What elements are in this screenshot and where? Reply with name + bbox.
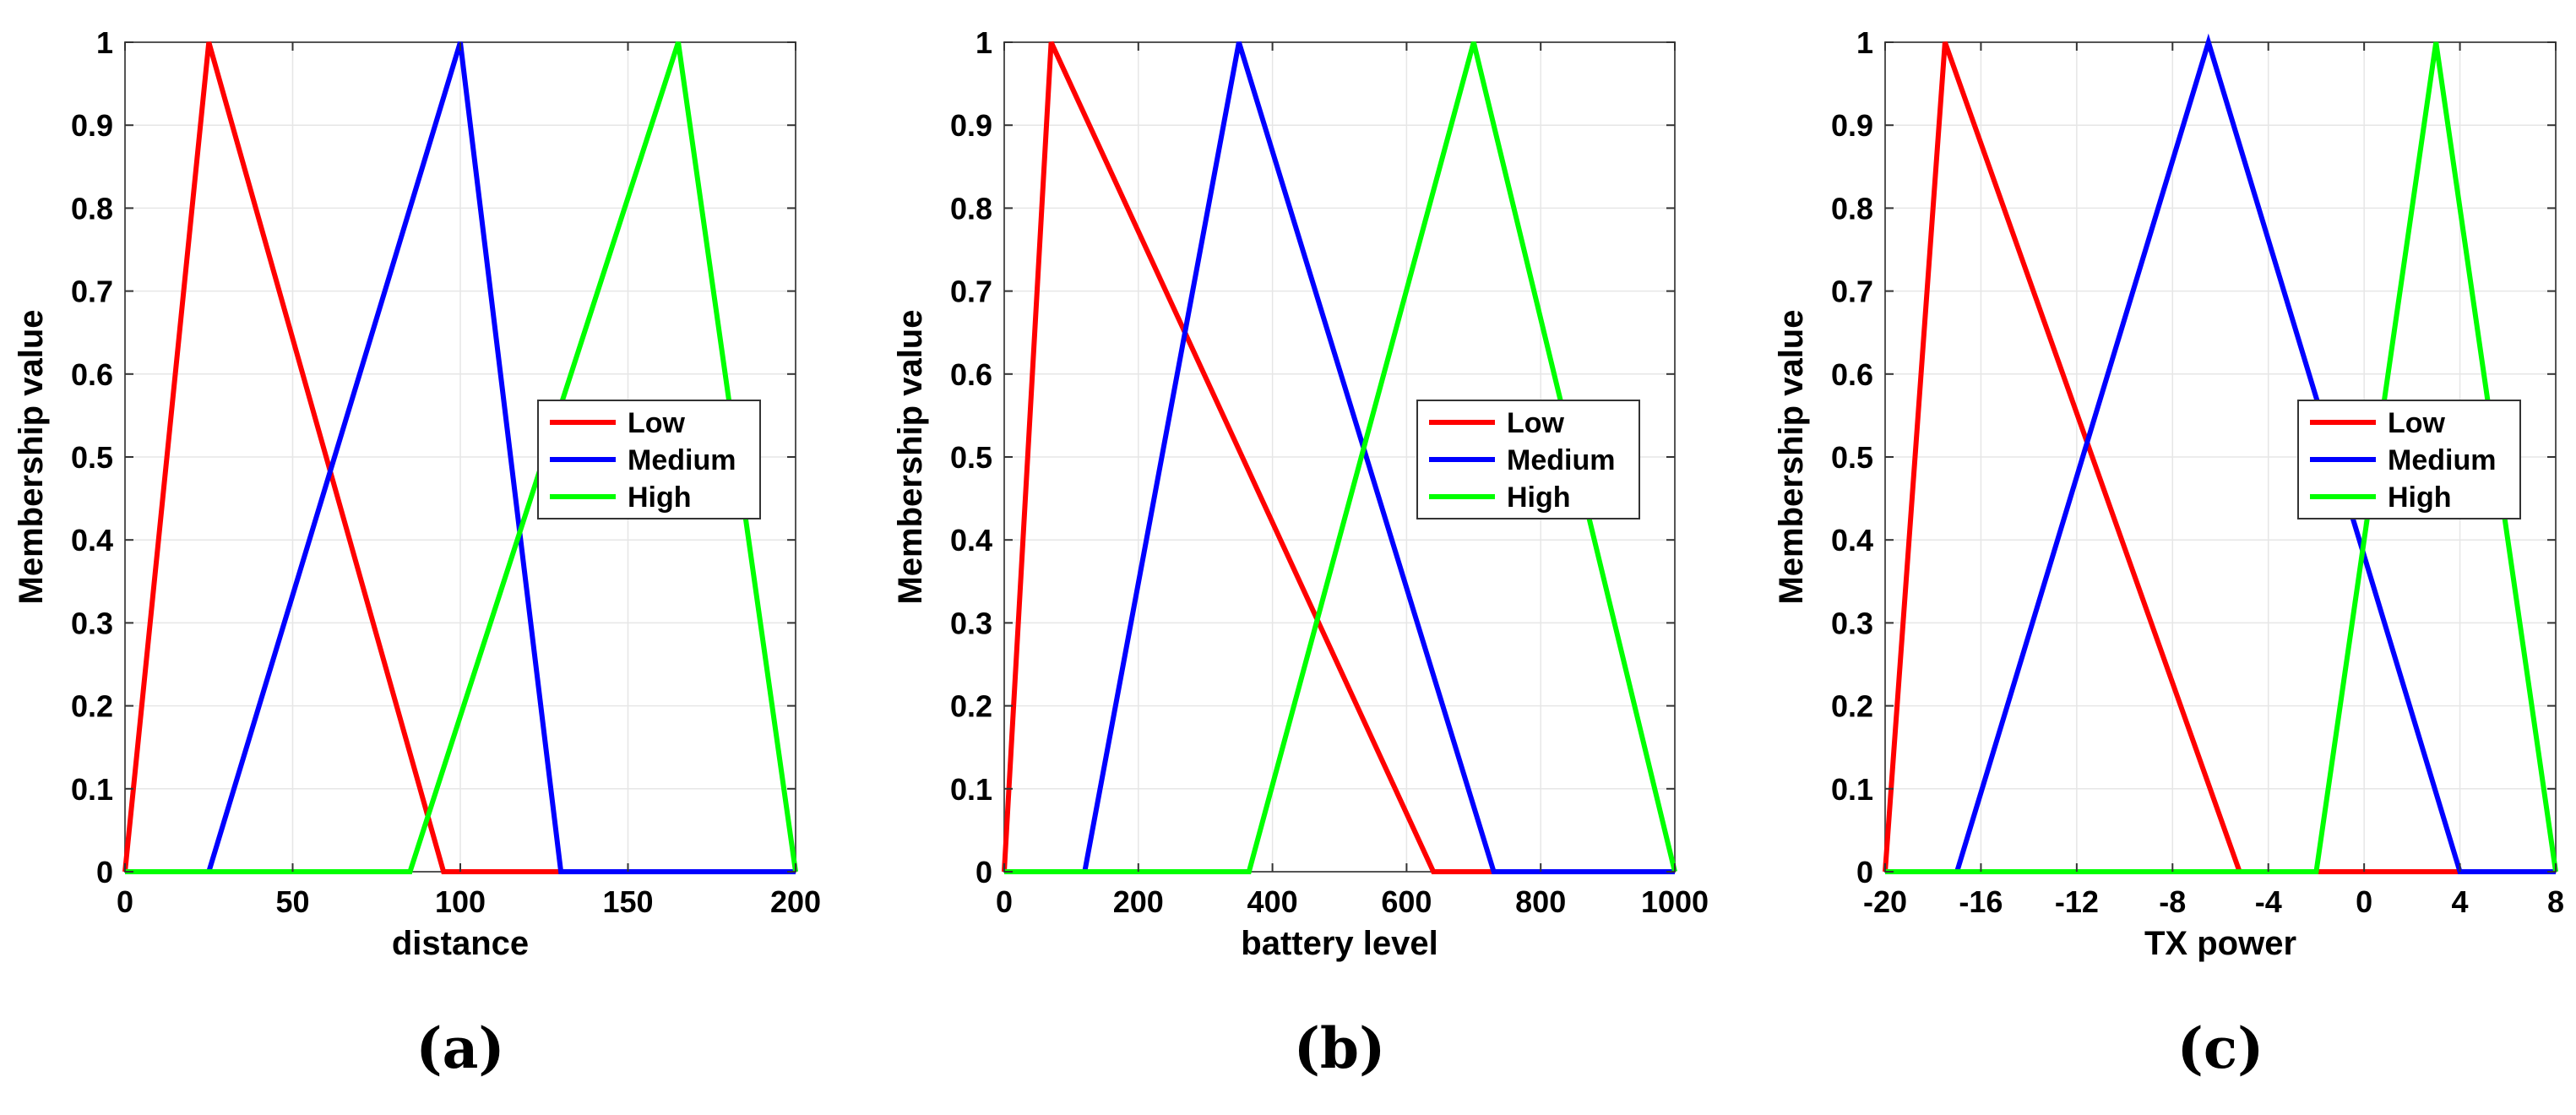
legend-label: High	[1507, 481, 1571, 514]
x-tick-label: -12	[2055, 884, 2099, 919]
x-tick-label: 50	[275, 884, 309, 919]
panel-caption: (a)	[416, 1015, 504, 1081]
y-tick-label: 0.5	[71, 440, 113, 475]
y-tick-label: 0.7	[71, 275, 113, 309]
panel-caption: (c)	[2177, 1015, 2264, 1081]
y-axis-label: Membership value	[1773, 309, 1810, 604]
x-tick-labels: -20 -16 -12 -8 -4 0 4 8	[1863, 884, 2564, 919]
y-tick-label: 0.8	[950, 191, 992, 226]
y-tick-label: 0	[1856, 855, 1873, 889]
x-tick-label: -8	[2159, 884, 2186, 919]
y-tick-label: 0.9	[71, 108, 113, 143]
x-tick-label: 4	[2452, 884, 2469, 919]
y-tick-label: 0.3	[71, 606, 113, 640]
y-tick-label: 0.3	[1831, 606, 1873, 640]
y-axis-label: Membership value	[13, 309, 50, 604]
y-tick-label: 0.4	[1831, 523, 1873, 558]
x-tick-labels: 0 50 100 150 200	[117, 884, 821, 919]
x-tick-label: 600	[1381, 884, 1432, 919]
tick-marks	[1884, 41, 2557, 873]
y-tick-label: 0.2	[1831, 689, 1873, 724]
x-tick-labels: 0 200 400 600 800 1000	[996, 884, 1709, 919]
x-tick-label: 8	[2547, 884, 2564, 919]
x-tick-label: -4	[2255, 884, 2282, 919]
legend: Low Medium High	[2297, 400, 2521, 519]
legend-label: Medium	[1507, 444, 1615, 476]
y-tick-label: 0.1	[71, 772, 113, 807]
x-tick-label: 0	[996, 884, 1013, 919]
panel-c: -20 -16 -12 -8 -4 0 4 8 00.10.20.30.40.50.60.70…	[1773, 25, 2564, 1081]
x-tick-label: 400	[1247, 884, 1298, 919]
y-tick-label: 0.7	[950, 275, 992, 309]
legend-label: Medium	[628, 444, 736, 476]
x-tick-label: 100	[435, 884, 486, 919]
legend-label: Low	[1507, 407, 1565, 439]
y-tick-label: 0	[976, 855, 992, 889]
y-tick-label: 0.7	[1831, 275, 1873, 309]
x-axis-label: battery level	[1241, 925, 1437, 962]
y-tick-labels: 0 0.1 0.2 0.3 0.4 0.5 0.6 0.7 0.8 0.9 1	[71, 25, 113, 889]
legend: Low Medium High	[1416, 400, 1640, 519]
x-tick-label: -20	[1863, 884, 1907, 919]
x-tick-label: 150	[602, 884, 653, 919]
panel-caption: (b)	[1294, 1015, 1386, 1081]
y-tick-label: 0.6	[950, 357, 992, 392]
x-tick-label: 0	[2356, 884, 2372, 919]
y-tick-label: 0.6	[71, 357, 113, 392]
tick-marks	[124, 41, 796, 873]
legend-label: Medium	[2388, 444, 2496, 476]
x-tick-label: 200	[1113, 884, 1164, 919]
y-tick-label: 0.6	[1831, 357, 1873, 392]
y-tick-label: 0.9	[950, 108, 992, 143]
x-tick-label: -16	[1959, 884, 2003, 919]
y-tick-label: 0.1	[950, 772, 992, 807]
x-tick-label: 200	[770, 884, 821, 919]
x-tick-label: 1000	[1641, 884, 1709, 919]
y-tick-label: 1	[96, 25, 113, 60]
panel-b: 0 200 400 600 800 1000 0 0.1 0.2 0.3 0.4 0.5 0.6 0.7…	[892, 25, 1709, 1081]
tick-marks	[1003, 41, 1676, 873]
y-tick-label: 1	[976, 25, 992, 60]
x-axis-label: TX power	[2144, 925, 2296, 962]
y-axis-label: Membership value	[892, 309, 929, 604]
legend: Low Medium High	[537, 400, 761, 519]
y-tick-label: 0.9	[1831, 108, 1873, 143]
y-tick-label: 0.8	[71, 191, 113, 226]
y-tick-label: 1	[1856, 25, 1873, 60]
x-tick-label: 0	[117, 884, 133, 919]
y-tick-label: 0.4	[950, 523, 992, 558]
y-tick-label: 0.3	[950, 606, 992, 640]
y-tick-label: 0.2	[71, 689, 113, 724]
y-tick-label: 0.1	[1831, 772, 1873, 807]
legend-label: Low	[2388, 407, 2446, 439]
legend-label: Low	[628, 407, 686, 439]
y-tick-labels: 0 0.1 0.2 0.3 0.4 0.5 0.6 0.7 0.8 0.9 1	[950, 25, 992, 889]
legend-label: High	[628, 481, 692, 514]
y-tick-label: 0.2	[950, 689, 992, 724]
y-tick-label: 0.5	[1831, 440, 1873, 475]
y-tick-label: 0.8	[1831, 191, 1873, 226]
y-tick-label: 0	[96, 855, 113, 889]
y-tick-labels: 0 0.1 0.2 0.3 0.4 0.5 0.6 0.7 0.8 0.9 1	[1831, 25, 1873, 889]
legend-label: High	[2388, 481, 2452, 514]
x-tick-label: 800	[1515, 884, 1566, 919]
y-tick-label: 0.5	[950, 440, 992, 475]
y-tick-label: 0.4	[71, 523, 113, 558]
x-axis-label: distance	[392, 925, 529, 962]
panel-a: 0 50 100 150 200 0 0.1 0.2 0.3 0.4 0.5 0.6 0.7 0.8 0.…	[13, 25, 821, 1081]
series-line-low	[1883, 41, 2556, 874]
